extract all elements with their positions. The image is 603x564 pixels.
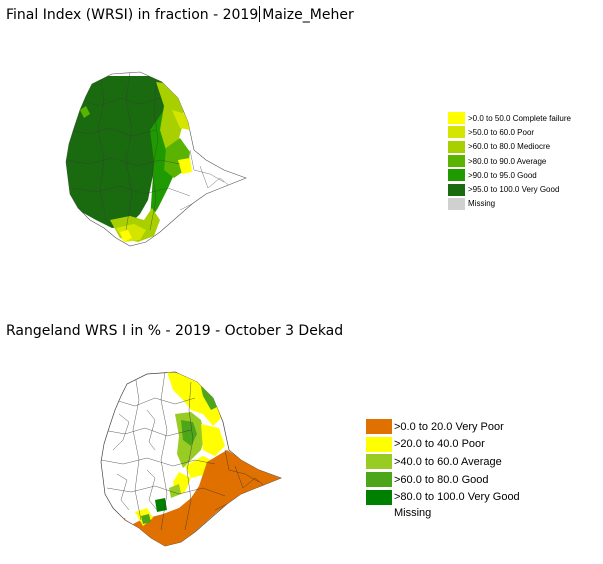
legend1-item: >60.0 to 80.0 Mediocre: [448, 140, 571, 154]
legend1-item: >50.0 to 60.0 Poor: [448, 125, 571, 139]
legend2-item: >20.0 to 40.0 Poor: [366, 436, 520, 454]
legend1-item: >95.0 to 100.0 Very Good: [448, 182, 571, 196]
legend2-label: >80.0 to 100.0 Very Good: [394, 491, 520, 504]
rangeland-color-fill: [115, 372, 281, 546]
legend1-swatch: [448, 126, 465, 139]
legend1-label: >50.0 to 60.0 Poor: [468, 127, 535, 137]
legend2-label: >20.0 to 40.0 Poor: [394, 438, 485, 451]
legend1-swatch: [448, 169, 465, 182]
legend2-swatch: [366, 419, 392, 435]
map1-title-crop: Maize_Meher: [262, 7, 354, 23]
legend1-label: >0.0 to 50.0 Complete failure: [468, 113, 571, 123]
legend1-item-missing: Missing: [448, 197, 571, 211]
map1-title: Final Index (WRSI) in fraction - 2019 Mai…: [6, 6, 354, 23]
legend1-swatch: [448, 155, 465, 168]
legend2-item: >0.0 to 20.0 Very Poor: [366, 418, 520, 436]
rangeland-legend: >0.0 to 20.0 Very Poor >20.0 to 40.0 Poo…: [366, 418, 520, 521]
legend1-label: >95.0 to 100.0 Very Good: [468, 185, 560, 195]
legend2-item: >40.0 to 60.0 Average: [366, 453, 520, 471]
legend2-label: >40.0 to 60.0 Average: [394, 455, 502, 468]
legend2-label: >60.0 to 80.0 Good: [394, 473, 489, 486]
legend1-missing-label: Missing: [468, 199, 496, 209]
text-cursor: [259, 6, 261, 22]
legend2-label: >0.0 to 20.0 Very Poor: [394, 420, 504, 433]
wrsi-maize-map: [65, 71, 247, 247]
legend1-item: >90.0 to 95.0 Good: [448, 168, 571, 182]
wrsi-legend: >0.0 to 50.0 Complete failure >50.0 to 6…: [448, 111, 571, 211]
legend1-swatch: [448, 140, 465, 153]
legend2-swatch: [366, 472, 392, 488]
legend1-swatch-missing: [448, 197, 465, 210]
legend1-label: >60.0 to 80.0 Mediocre: [468, 142, 551, 152]
legend1-item: >80.0 to 90.0 Average: [448, 154, 571, 168]
legend2-swatch: [366, 454, 392, 470]
legend2-swatch: [366, 436, 392, 452]
map1-title-main: Final Index (WRSI) in fraction - 2019: [6, 7, 259, 23]
map2-title: Rangeland WRS I in % - 2019 - October 3 …: [6, 323, 344, 339]
legend2-swatch: [366, 489, 392, 505]
legend2-item: >60.0 to 80.0 Good: [366, 471, 520, 489]
rangeland-wrsi-map: [100, 371, 282, 547]
legend1-item: >0.0 to 50.0 Complete failure: [448, 111, 571, 125]
legend2-item: >80.0 to 100.0 Very Good: [366, 488, 520, 506]
legend1-swatch: [448, 112, 465, 125]
legend1-swatch: [448, 183, 465, 196]
legend1-label: >90.0 to 95.0 Good: [468, 170, 537, 180]
legend2-missing-label: Missing: [394, 506, 432, 519]
legend1-label: >80.0 to 90.0 Average: [468, 156, 547, 166]
